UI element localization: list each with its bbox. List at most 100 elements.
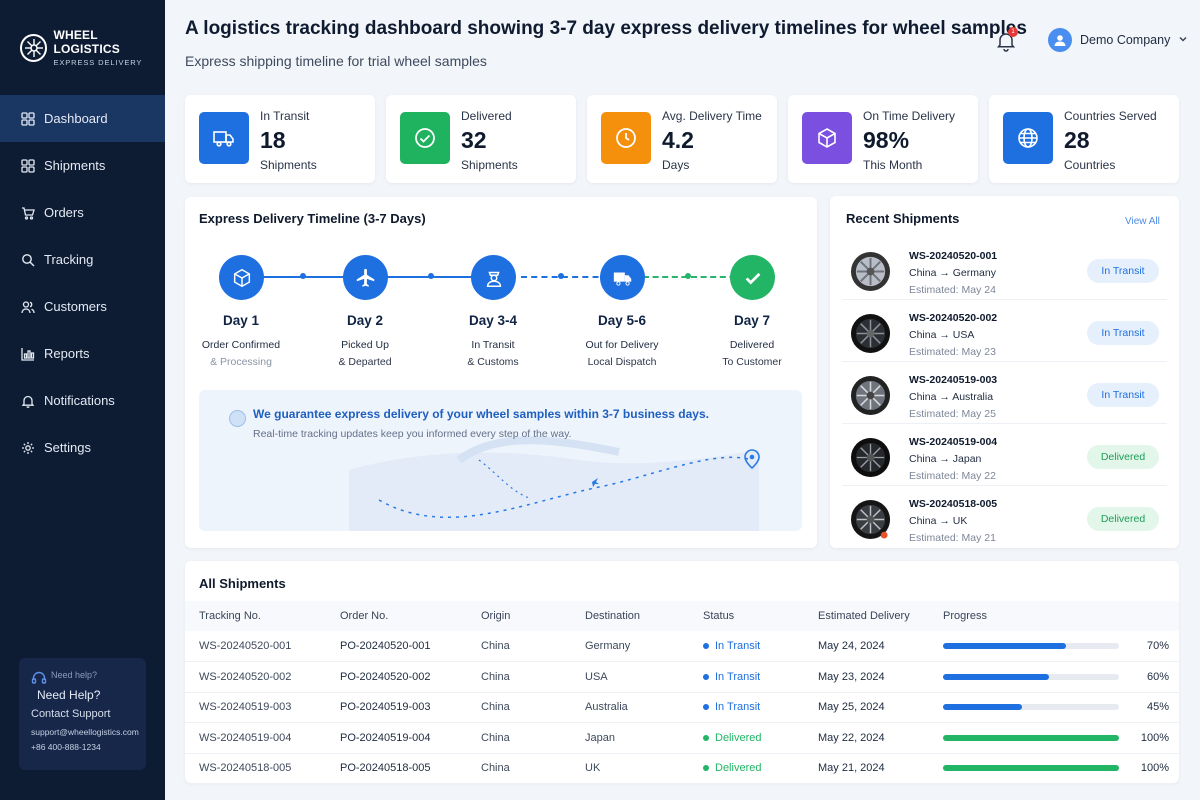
order-number: PO-20240519-004 — [340, 731, 431, 744]
origin: China — [481, 762, 510, 774]
column-header-tracking[interactable]: Tracking No. — [199, 610, 261, 622]
stat-label: Avg. Delivery Time — [662, 109, 762, 123]
table-row[interactable]: WS-20240520-001 PO-20240520-001 China Germa… — [185, 631, 1179, 662]
stat-card-in-transit[interactable]: In Transit 18 Shipments — [185, 95, 375, 183]
sidebar-item-label: Orders — [44, 205, 84, 220]
column-header-origin[interactable]: Origin — [481, 610, 511, 622]
timeline-step-day: Day 2 — [346, 313, 384, 328]
tracking-number[interactable]: WS-20240520-001 — [199, 640, 292, 652]
stat-unit: Countries — [1064, 158, 1116, 172]
column-header-order[interactable]: Order No. — [340, 610, 389, 622]
customs-officer-icon — [471, 255, 516, 300]
wheel-icon — [850, 375, 891, 416]
shipment-route: China → UK — [909, 515, 968, 527]
user-menu[interactable]: Demo Company — [1048, 28, 1188, 52]
sidebar-item-orders[interactable]: Orders — [0, 189, 165, 236]
status-dot — [703, 643, 709, 650]
stat-card-delivered[interactable]: Delivered 32 Shipments — [386, 95, 576, 183]
sidebar-item-settings[interactable]: Settings — [0, 424, 165, 471]
contact-support-link[interactable]: Contact Support — [31, 708, 111, 720]
table-row[interactable]: WS-20240519-003 PO-20240519-003 China Austr… — [185, 692, 1179, 723]
sidebar-item-label: Customers — [44, 299, 107, 314]
shipment-estimate: Estimated: May 21 — [909, 532, 996, 544]
shipment-route: China → Australia — [909, 391, 994, 403]
stat-card-avg-delivery[interactable]: Avg. Delivery Time 4.2 Days — [587, 95, 777, 183]
shipment-route: China → Germany — [909, 267, 996, 279]
status-badge: In Transit — [1087, 383, 1159, 407]
bell-icon — [20, 393, 36, 409]
tracking-number[interactable]: WS-20240520-002 — [199, 670, 292, 683]
sidebar-item-tracking[interactable]: Tracking — [0, 236, 165, 283]
tracking-number[interactable]: WS-20240518-005 — [199, 762, 292, 774]
sidebar-item-label: Shipments — [44, 158, 106, 173]
timeline-step-label: Order Confirmed — [201, 339, 281, 351]
shipment-estimate: Estimated: May 22 — [909, 470, 996, 482]
column-header-eta[interactable]: Estimated Delivery — [818, 610, 910, 622]
guarantee-subtitle: Real-time tracking updates keep you info… — [253, 428, 572, 440]
brand-subtitle: EXPRESS DELIVERY — [53, 58, 143, 67]
progress-percent: 45% — [1146, 701, 1169, 713]
column-header-status[interactable]: Status — [703, 610, 735, 622]
sidebar: WHEEL LOGISTICS EXPRESS DELIVERY Dashboa… — [0, 0, 165, 800]
plane-icon — [343, 255, 388, 300]
status-dot — [703, 704, 709, 711]
origin: China — [481, 670, 510, 683]
table-row[interactable]: WS-20240519-004 PO-20240519-004 China Japan… — [185, 723, 1179, 754]
gear-icon — [20, 440, 36, 456]
status-badge: In Transit — [1087, 259, 1159, 283]
guarantee-title: We guarantee express delivery of your wh… — [253, 407, 709, 421]
tracking-number[interactable]: WS-20240519-004 — [199, 731, 292, 744]
all-shipments-table: All Shipments Tracking No. Order No. Ori… — [185, 561, 1179, 784]
stat-label: In Transit — [260, 109, 310, 123]
status-cell: In Transit — [703, 640, 760, 652]
sidebar-item-shipments[interactable]: Shipments — [0, 142, 165, 189]
stat-card-countries[interactable]: Countries Served 28 Countries — [989, 95, 1179, 183]
truck-icon — [600, 255, 645, 300]
stat-unit: Shipments — [260, 158, 317, 172]
shipment-id: WS-20240518-005 — [909, 498, 998, 510]
sidebar-item-dashboard[interactable]: Dashboard — [0, 95, 165, 142]
sidebar-item-customers[interactable]: Customers — [0, 283, 165, 330]
timeline-dot — [685, 273, 691, 279]
support-email[interactable]: support@wheellogistics.com — [31, 727, 139, 737]
timeline-step-day: Day 1 — [222, 313, 260, 328]
wheel-icon — [850, 499, 891, 540]
stat-value: 18 — [260, 127, 286, 153]
shipment-route: China → Japan — [909, 453, 982, 465]
column-header-progress[interactable]: Progress — [943, 610, 988, 622]
recent-shipment-row[interactable]: WS-20240520-002 China → USA Estimated: M… — [842, 304, 1167, 362]
sidebar-item-reports[interactable]: Reports — [0, 330, 165, 377]
cart-icon — [20, 205, 36, 221]
sidebar-item-notifications[interactable]: Notifications — [0, 377, 165, 424]
recent-shipment-row[interactable]: WS-20240520-001 China → Germany Estimate… — [842, 242, 1167, 300]
table-row[interactable]: WS-20240520-002 PO-20240520-002 China USA In… — [185, 662, 1179, 693]
recent-shipment-row[interactable]: WS-20240518-005 China → UK Estimated: Ma… — [842, 490, 1167, 548]
timeline-connector — [643, 276, 745, 278]
help-box[interactable]: Need help? Need Help? Contact Support su… — [19, 658, 146, 770]
user-name: Demo Company — [1080, 33, 1171, 47]
progress-percent: 100% — [1140, 731, 1169, 744]
truck-icon — [199, 112, 249, 164]
timeline-step-sublabel: Local Dispatch — [587, 356, 657, 368]
progress-percent: 100% — [1140, 762, 1169, 774]
recent-shipment-row[interactable]: WS-20240519-004 China → Japan Estimated:… — [842, 428, 1167, 486]
grid-icon — [20, 111, 36, 127]
search-icon — [20, 252, 36, 268]
column-header-destination[interactable]: Destination — [585, 610, 641, 622]
progress-bar-fill — [943, 704, 1023, 710]
headset-icon — [31, 670, 47, 691]
progress-bar-fill — [943, 643, 1067, 649]
brand[interactable]: WHEEL LOGISTICS EXPRESS DELIVERY — [20, 28, 165, 67]
order-number: PO-20240520-002 — [340, 670, 431, 683]
timeline-step-sublabel: To Customer — [722, 356, 782, 368]
progress-bar — [943, 643, 1119, 649]
recent-shipment-row[interactable]: WS-20240519-003 China → Australia Estima… — [842, 366, 1167, 424]
view-all-link[interactable]: View All — [1125, 216, 1160, 227]
stat-label: Delivered — [461, 109, 512, 123]
page-subtitle: Express shipping timeline for trial whee… — [185, 53, 487, 69]
help-ghost-label: Need help? — [51, 670, 98, 680]
table-row[interactable]: WS-20240518-005 PO-20240518-005 China UK Del… — [185, 753, 1179, 784]
tracking-number[interactable]: WS-20240519-003 — [199, 701, 292, 713]
stat-card-on-time[interactable]: On Time Delivery 98% This Month — [788, 95, 978, 183]
timeline-dot — [428, 273, 434, 279]
